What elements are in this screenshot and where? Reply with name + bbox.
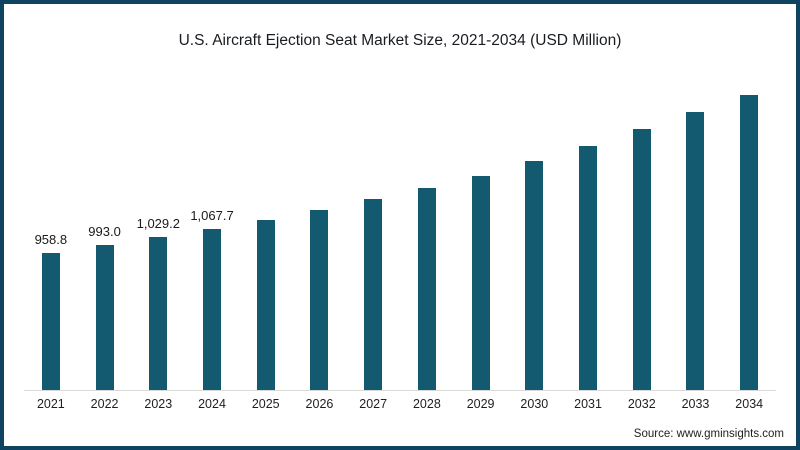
- bar-2027: [364, 198, 383, 390]
- bar-column-2022: 993.0: [78, 225, 132, 390]
- bar-column-2028: [400, 182, 454, 390]
- x-axis-label-2025: 2025: [251, 397, 280, 411]
- bar-column-2025: [239, 214, 293, 390]
- bar-2024: [203, 228, 222, 390]
- x-axis-label-2027: 2027: [359, 397, 388, 411]
- bar-column-2021: 958.8: [24, 233, 78, 390]
- x-axis-labels: 2021 2022 2023 2024 2025 2026 2027 2028 2029 2030…: [24, 397, 776, 411]
- bar-2026: [310, 209, 329, 390]
- bar-column-2023: 1,029.2: [131, 217, 185, 390]
- bar-column-2027: [346, 193, 400, 390]
- x-axis-label-2030: 2030: [520, 397, 549, 411]
- bar-2032: [632, 129, 651, 390]
- bar-column-2032: [615, 123, 669, 390]
- bar-column-2024: 1,067.7: [185, 207, 239, 390]
- chart-title: U.S. Aircraft Ejection Seat Market Size,…: [178, 32, 622, 49]
- x-axis-label-2021: 2021: [36, 397, 65, 411]
- plot-area: 958.8 993.0 1,029.2 1,067.7: [24, 75, 776, 391]
- x-axis-label-2029: 2029: [466, 397, 495, 411]
- bar-value-label: 1,067.7: [190, 207, 234, 223]
- x-axis-label-2024: 2024: [198, 397, 226, 411]
- bar-column-2030: [507, 155, 561, 390]
- bar-column-2026: [293, 204, 347, 390]
- bar-2029: [471, 175, 490, 390]
- bar-2022: [95, 245, 114, 390]
- bar-2023: [149, 237, 168, 390]
- bar-value-label: 958.8: [34, 232, 68, 247]
- bar-2031: [579, 145, 598, 390]
- x-axis-label-2032: 2032: [627, 397, 656, 411]
- x-axis-label-2031: 2031: [574, 397, 602, 411]
- bar-value-label: 993.0: [88, 224, 121, 240]
- bar-2025: [256, 219, 275, 390]
- bar-column-2029: [454, 170, 508, 390]
- bar-value-label: 1,029.2: [136, 216, 180, 232]
- x-axis-label-2033: 2033: [681, 397, 710, 411]
- bar-2028: [417, 188, 436, 390]
- bar-column-2031: [561, 140, 615, 390]
- bar-2033: [686, 112, 705, 390]
- x-axis-label-2026: 2026: [305, 397, 334, 411]
- source-credit: Source: www.gminsights.com: [633, 428, 784, 440]
- x-axis-label-2034: 2034: [735, 397, 764, 411]
- bar-column-2033: [669, 106, 723, 390]
- x-axis-label-2023: 2023: [144, 397, 173, 411]
- bar-2034: [740, 94, 759, 390]
- bar-column-2034: [722, 89, 776, 390]
- bar-2021: [41, 253, 60, 390]
- bar-2030: [525, 161, 544, 390]
- x-axis-label-2028: 2028: [412, 397, 441, 411]
- x-axis-label-2022: 2022: [90, 397, 119, 411]
